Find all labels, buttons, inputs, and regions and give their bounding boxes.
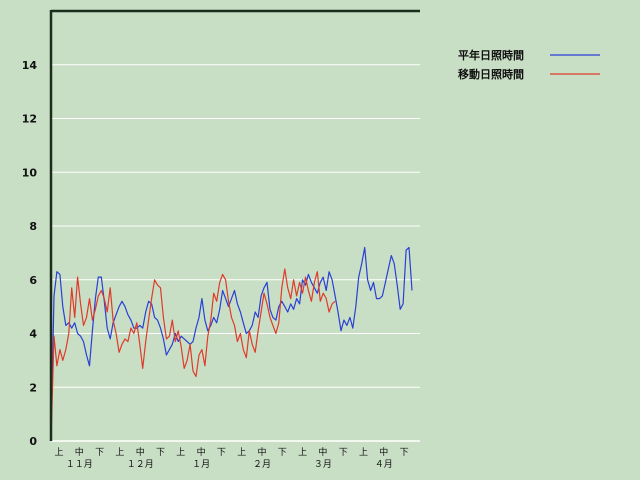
x-tick-label: 下 [217,448,226,458]
x-tick-label: 中 [318,446,327,458]
x-tick-label: 中 [136,446,145,458]
x-tick-label: 上 [176,447,185,458]
x-tick-label: 下 [156,448,165,458]
series-lines [50,246,413,442]
y-tick-label: 2 [29,381,37,394]
legend-label: 移動日照時間 [458,67,524,81]
y-tick-label: 0 [29,435,37,448]
x-tick-label: 上 [359,447,368,458]
y-tick-label: 6 [29,274,37,287]
x-tick-label: 中 [75,446,84,458]
y-axis-ticks: 0 2 4 6 8 10 12 14 [22,59,38,448]
x-tick-label: 下 [339,448,348,458]
x-month-label: １１月 [66,459,93,470]
x-tick-label: 上 [298,447,307,458]
y-tick-label: 10 [22,166,38,179]
x-month-label: １２月 [127,459,154,470]
x-tick-label: 中 [197,446,206,458]
x-tick-label: 上 [115,447,124,458]
grid [51,64,420,442]
x-tick-label: 上 [237,447,246,458]
x-month-label: １月 [192,459,210,470]
y-tick-label: 14 [22,59,38,72]
x-tick-label: 中 [257,446,266,458]
y-tick-label: 4 [29,328,37,341]
series-line-2 [50,268,336,442]
x-tick-label: 上 [54,447,63,458]
x-tick-label: 下 [400,448,409,458]
legend-label: 平年日照時間 [458,48,524,62]
x-month-label: ２月 [253,459,271,470]
x-tick-label: 下 [278,448,287,458]
y-tick-label: 8 [29,220,37,233]
x-tick-label: 中 [379,446,388,458]
series-line-1 [50,246,413,442]
x-month-label: ４月 [375,459,393,470]
y-tick-label: 12 [22,113,37,126]
x-tick-label: 下 [95,448,104,458]
x-month-label: ３月 [314,459,332,470]
x-axis-ticks: 上中下上中下上中下上中下上中下上中下１１月 １２月 １月 ２月 ３月 ４月 [54,446,408,470]
axes [49,9,420,441]
